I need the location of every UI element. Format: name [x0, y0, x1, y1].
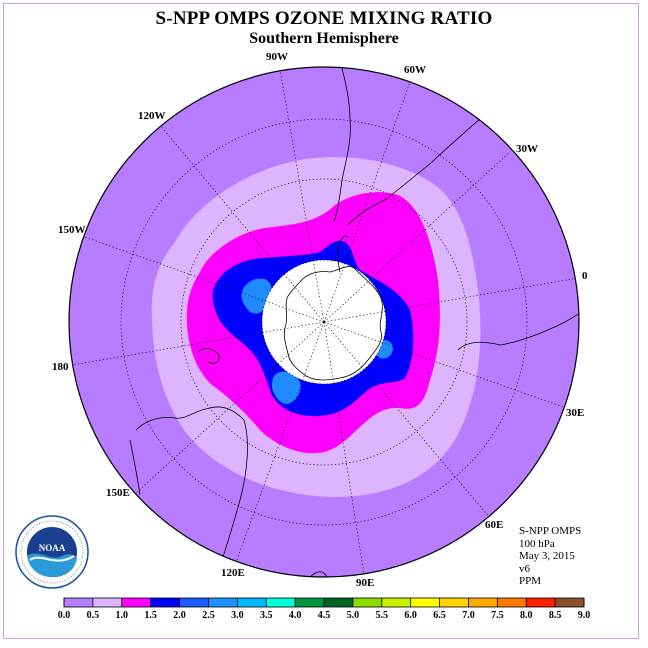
- lon-label-120w: 120W: [138, 110, 166, 122]
- figure-frame: [3, 3, 639, 639]
- info-version: v6: [519, 562, 530, 575]
- colorbar-swatch: [237, 598, 267, 607]
- colorbar-tick-label: 3.5: [260, 610, 273, 621]
- latitude-graticule: [120, 118, 528, 526]
- lon-label-30e: 30E: [566, 407, 584, 419]
- colorbar-swatch: [468, 598, 498, 607]
- colorbar-tick-label: 6.0: [404, 610, 417, 621]
- colorbar-tick-label: 4.0: [289, 610, 302, 621]
- colorbar-tick-label: 1.0: [116, 610, 129, 621]
- ozone-band-2.0-2.5: [272, 371, 301, 404]
- colorbar-swatch: [179, 598, 209, 607]
- colorbar-tick-label: 2.0: [173, 610, 186, 621]
- info-units: PPM: [519, 575, 542, 587]
- colorbar-swatch: [439, 598, 469, 607]
- colorbar-tick-label: 1.5: [144, 610, 157, 621]
- longitude-graticule: [71, 69, 579, 575]
- colorbar-swatch: [150, 598, 180, 607]
- map-boundary: [68, 66, 580, 578]
- lon-label-60e: 60E: [485, 519, 503, 531]
- colorbar-swatch: [555, 598, 585, 607]
- south-pole-marker: [322, 320, 326, 324]
- colorbar: 0.0 0.5 1.0 1.5 2.0 2.5 3.0 3.5 4.0 4.5 5.0 5.5 6.0 6…: [58, 597, 591, 621]
- info-instrument: S-NPP OMPS: [519, 525, 582, 537]
- colorbar-tick-label: 8.5: [549, 610, 562, 621]
- lon-label-120e: 120E: [221, 567, 245, 579]
- map-title: S-NPP OMPS OZONE MIXING RATIO: [155, 8, 493, 29]
- colorbar-tick-label: 0.0: [58, 610, 71, 621]
- colorbar-tick-label: 7.0: [462, 610, 475, 621]
- colorbar-swatch: [324, 598, 354, 607]
- colorbar-tick-label: 5.5: [376, 610, 389, 621]
- ozone-band-2.0-2.5: [241, 278, 273, 314]
- colorbar-tick-label: 5.0: [347, 610, 360, 621]
- info-block: S-NPP OMPS 100 hPa May 3, 2015 v6 PPM: [519, 525, 581, 588]
- colorbar-tick-label: 0.5: [87, 610, 100, 621]
- coastlines: [129, 67, 579, 577]
- colorbar-tick-label: 3.0: [231, 610, 244, 621]
- info-level: 100 hPa: [519, 537, 555, 550]
- colorbar-tick-label: 2.5: [202, 610, 215, 621]
- colorbar-swatch: [381, 598, 411, 607]
- colorbar-swatch: [121, 598, 151, 607]
- longitude-labels: 90W 60W 30W 0 30E 60E 90E 120E 150E 180 …: [52, 51, 588, 589]
- colorbar-swatch: [295, 598, 325, 607]
- lon-label-150e: 150E: [106, 487, 130, 499]
- noaa-logo-text: NOAA: [39, 543, 66, 553]
- colorbar-tick-label: 6.5: [433, 610, 446, 621]
- colorbar-tick-label: 4.5: [318, 610, 331, 621]
- lon-label-90w: 90W: [266, 51, 288, 63]
- lon-label-180: 180: [52, 361, 69, 373]
- lon-label-150w: 150W: [58, 224, 86, 236]
- colorbar-tick-label: 9.0: [578, 610, 591, 621]
- info-date: May 3, 2015: [519, 550, 575, 562]
- lon-label-30w: 30W: [516, 143, 538, 155]
- colorbar-tick-label: 7.5: [491, 610, 504, 621]
- colorbar-swatch: [92, 598, 123, 607]
- colorbar-swatch: [410, 598, 440, 607]
- colorbar-swatch: [497, 598, 527, 607]
- colorbar-swatch: [526, 598, 556, 607]
- colorbar-tick-label: 8.0: [520, 610, 533, 621]
- lon-label-90e: 90E: [356, 577, 374, 589]
- colorbar-swatch: [266, 598, 296, 607]
- colorbar-swatch: [352, 598, 383, 607]
- colorbar-swatch: [208, 598, 238, 607]
- lon-label-60w: 60W: [404, 64, 426, 76]
- noaa-logo: NOAA: [15, 515, 89, 589]
- lon-label-0: 0: [582, 270, 588, 282]
- colorbar-swatch: [64, 598, 94, 607]
- map-subtitle: Southern Hemisphere: [249, 30, 399, 47]
